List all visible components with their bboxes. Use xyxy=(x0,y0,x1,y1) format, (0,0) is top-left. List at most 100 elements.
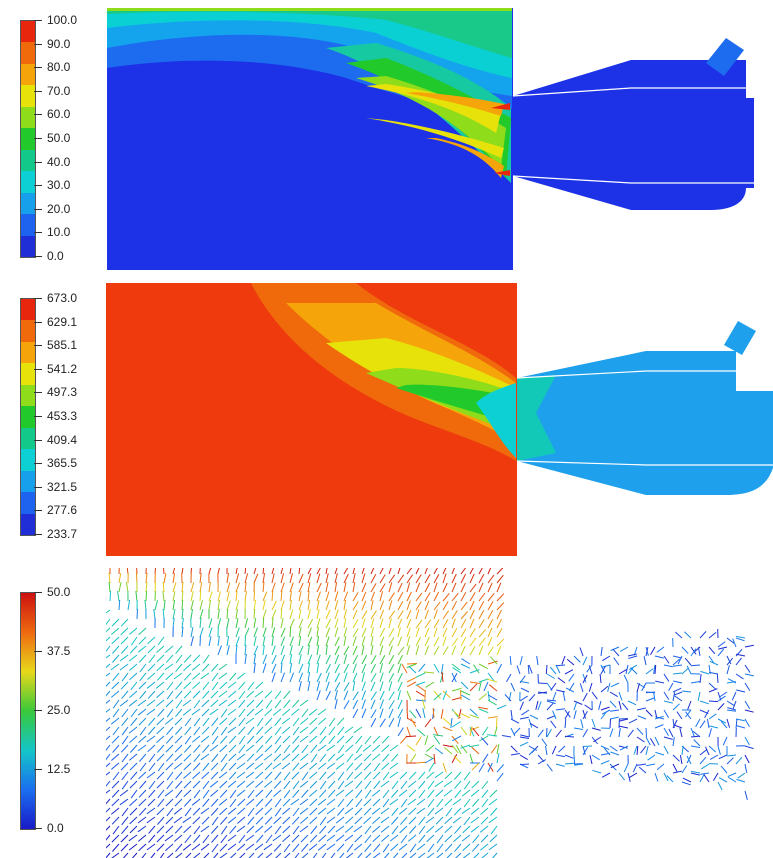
velocity-arrow xyxy=(452,667,462,674)
velocity-arrow xyxy=(656,646,665,653)
velocity-arrow xyxy=(645,668,654,675)
velocity-arrow xyxy=(200,672,210,680)
velocity-arrow xyxy=(528,745,538,751)
velocity-arrow xyxy=(726,757,734,765)
velocity-arrow xyxy=(309,735,318,743)
velocity-arrow xyxy=(546,700,556,705)
velocity-arrow xyxy=(693,739,701,747)
velocity-arrow xyxy=(496,772,504,782)
velocity-arrow xyxy=(379,699,384,710)
velocity-arrow xyxy=(361,699,366,710)
velocity-arrow xyxy=(211,753,219,763)
velocity-arrow xyxy=(434,825,444,833)
velocity-arrow xyxy=(136,608,138,620)
velocity-arrow xyxy=(353,753,363,761)
velocity-arrow xyxy=(334,600,339,611)
velocity-arrow xyxy=(265,699,273,709)
velocity-arrow xyxy=(406,627,411,638)
velocity-arrow xyxy=(444,816,453,825)
velocity-arrow xyxy=(613,657,620,666)
velocity-arrow xyxy=(228,771,237,780)
velocity-arrow xyxy=(442,690,451,699)
velocity-arrow xyxy=(182,699,192,707)
velocity-arrow xyxy=(244,618,248,629)
velocity-arrow xyxy=(210,771,219,780)
velocity-arrow xyxy=(440,708,444,719)
velocity-arrow xyxy=(487,762,493,773)
velocity-arrow xyxy=(602,655,611,662)
velocity-arrow xyxy=(478,645,484,656)
velocity-arrow xyxy=(609,718,611,729)
velocity-arrow xyxy=(409,825,417,834)
velocity-arrow xyxy=(418,771,426,780)
velocity-arrow xyxy=(111,627,120,635)
velocity-arrow xyxy=(427,843,435,853)
velocity-arrow xyxy=(172,582,177,593)
legend-tick xyxy=(34,298,42,299)
velocity-arrow xyxy=(106,636,111,642)
velocity-arrow xyxy=(255,771,264,779)
velocity-arrow xyxy=(353,726,363,734)
velocity-arrow xyxy=(129,798,138,807)
velocity-arrow xyxy=(343,663,350,674)
velocity-arrow xyxy=(406,618,412,629)
velocity-arrow xyxy=(220,726,228,736)
velocity-arrow xyxy=(326,816,336,824)
velocity-arrow xyxy=(708,700,719,703)
velocity-arrow xyxy=(282,834,291,842)
velocity-arrow xyxy=(480,834,489,843)
velocity-arrow xyxy=(307,600,311,611)
velocity-arrow xyxy=(469,592,476,602)
velocity-arrow xyxy=(309,717,318,726)
velocity-arrow xyxy=(451,628,458,638)
velocity-arrow xyxy=(489,656,498,665)
velocity-arrow xyxy=(727,678,737,684)
velocity-arrow xyxy=(345,744,354,753)
velocity-arrow xyxy=(496,663,503,674)
velocity-arrow xyxy=(147,744,156,753)
velocity-arrow xyxy=(237,807,246,815)
velocity-arrow xyxy=(685,709,692,718)
velocity-arrow xyxy=(289,626,292,638)
velocity-arrow xyxy=(165,762,174,771)
velocity-arrow xyxy=(280,618,284,629)
velocity-arrow xyxy=(361,636,366,647)
velocity-arrow xyxy=(199,568,201,575)
velocity-arrow xyxy=(709,660,719,666)
velocity-arrow xyxy=(361,573,366,584)
velocity-arrow xyxy=(442,601,449,611)
velocity-arrow xyxy=(541,738,548,747)
velocity-arrow xyxy=(708,688,718,693)
velocity-arrow xyxy=(728,776,737,783)
velocity-arrow xyxy=(257,852,264,858)
velocity-arrow xyxy=(744,754,750,764)
velocity-arrow xyxy=(217,645,222,656)
velocity-arrow xyxy=(106,618,111,626)
velocity-arrow xyxy=(388,664,395,674)
velocity-arrow xyxy=(709,725,719,729)
velocity-arrow xyxy=(406,645,410,656)
velocity-arrow xyxy=(601,772,611,778)
velocity-arrow xyxy=(121,816,129,826)
velocity-arrow xyxy=(334,591,339,602)
velocity-arrow xyxy=(700,772,710,775)
velocity-arrow xyxy=(307,672,311,683)
velocity-arrow xyxy=(128,726,138,734)
velocity-arrow xyxy=(427,780,435,790)
velocity-arrow xyxy=(307,636,313,647)
velocity-arrow xyxy=(672,703,680,711)
velocity-arrow xyxy=(744,736,750,746)
velocity-arrow xyxy=(619,718,629,722)
velocity-arrow xyxy=(558,745,566,753)
velocity-arrow xyxy=(298,663,304,674)
velocity-arrow xyxy=(309,834,318,843)
velocity-arrow xyxy=(192,771,201,779)
velocity-arrow xyxy=(175,708,183,717)
velocity-arrow xyxy=(129,627,138,635)
velocity-arrow xyxy=(175,645,183,655)
velocity-arrow xyxy=(183,744,192,753)
velocity-arrow xyxy=(555,664,566,667)
velocity-arrow xyxy=(319,771,327,781)
legend-tick xyxy=(34,592,42,593)
velocity-arrow xyxy=(610,763,620,769)
